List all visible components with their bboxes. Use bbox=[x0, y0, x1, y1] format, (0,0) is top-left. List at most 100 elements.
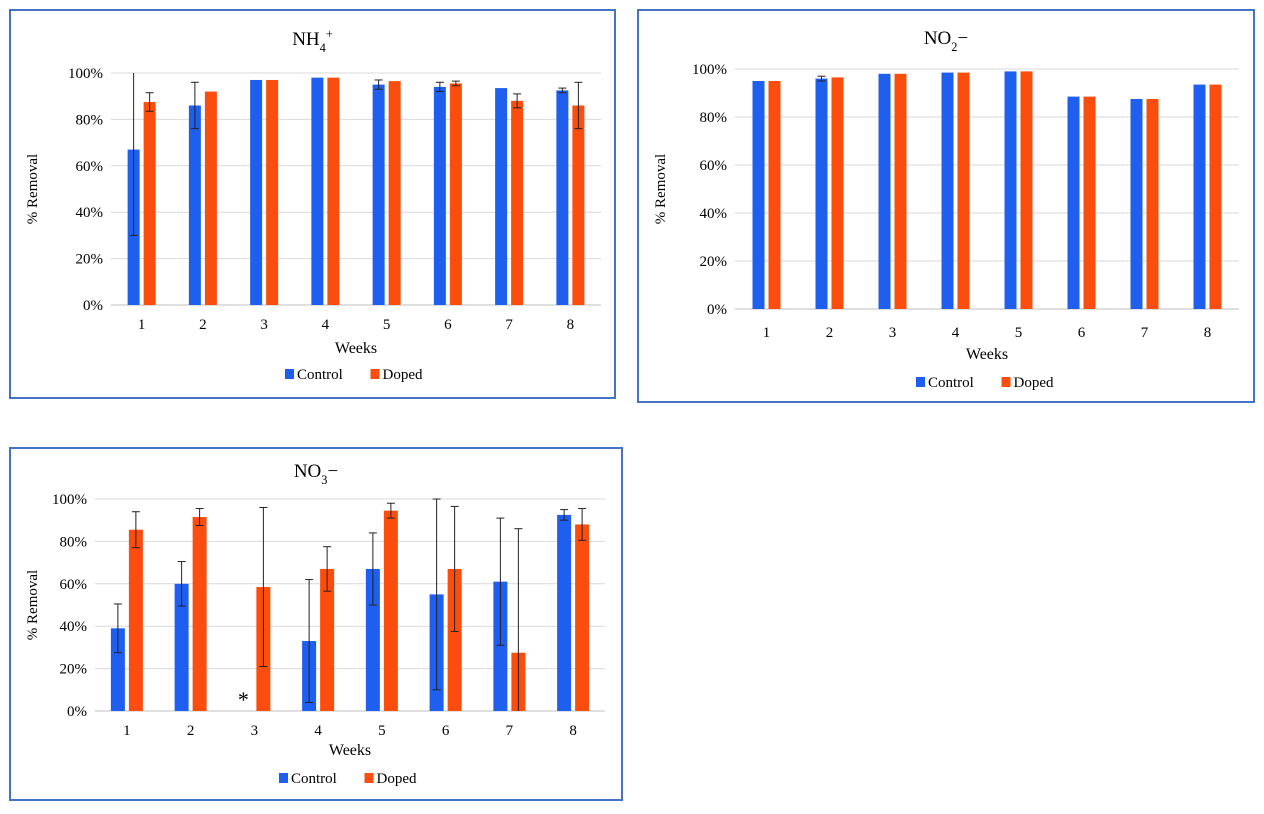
no3-chart: NO3− 0% 20% 40% 60% 80% 100% % Removal 1 2 3 4 5 6 7 8 *… bbox=[25, 461, 605, 787]
no2-y-tick-label: 0% bbox=[707, 302, 727, 318]
no3-y-tick-label: 100% bbox=[52, 492, 87, 508]
nh4-x-tick-label: 8 bbox=[567, 317, 575, 333]
no3-x-tick-label: 8 bbox=[569, 723, 577, 739]
no2-bar-doped bbox=[1020, 71, 1033, 310]
nh4-bar-control bbox=[250, 79, 263, 306]
no2-bar-control bbox=[878, 73, 891, 309]
nh4-bar-control bbox=[188, 105, 201, 305]
no3-bar-control bbox=[174, 583, 189, 711]
no3-x-axis-label: Weeks bbox=[329, 742, 371, 759]
no3-chart-panel: NO3− 0% 20% 40% 60% 80% 100% % Removal 1 2 3 4 5 6 7 8 *… bbox=[9, 447, 623, 801]
nh4-legend-label-doped: Doped bbox=[383, 367, 423, 383]
no3-x-tick-label: 7 bbox=[506, 723, 514, 739]
nh4-x-tick-label: 3 bbox=[260, 317, 268, 333]
no3-legend-swatch-control bbox=[279, 773, 288, 783]
no3-legend-label-doped: Doped bbox=[377, 771, 417, 787]
nh4-bar-doped bbox=[388, 81, 401, 306]
no3-bar-doped bbox=[192, 517, 207, 711]
no2-y-tick-label: 40% bbox=[700, 206, 728, 222]
nh4-legend-swatch-control bbox=[285, 369, 294, 379]
no2-bar-control bbox=[815, 78, 828, 309]
no2-legend-label-control: Control bbox=[928, 375, 974, 391]
no3-x-tick-label: 2 bbox=[187, 723, 195, 739]
nh4-bar-doped bbox=[327, 77, 340, 305]
no3-bar-control bbox=[365, 568, 380, 711]
no2-x-tick-label: 3 bbox=[889, 325, 897, 341]
no3-legend-swatch-doped bbox=[364, 773, 374, 783]
nh4-bar-control bbox=[372, 84, 385, 305]
nh4-y-tick-label: 80% bbox=[76, 112, 104, 128]
no3-bar-doped bbox=[447, 568, 462, 711]
no2-legend-label-doped: Doped bbox=[1014, 375, 1054, 391]
no2-bar-doped bbox=[1209, 84, 1222, 309]
no2-chart-panel: NO2− 0% 20% 40% 60% 80% 100% % Removal 1 2 3 4 5 6 7 8 W… bbox=[637, 9, 1255, 403]
nh4-x-tick-label: 1 bbox=[138, 317, 146, 333]
no2-chart-title: NO2− bbox=[924, 28, 968, 54]
no2-bar-doped bbox=[894, 73, 907, 309]
nh4-bar-doped bbox=[143, 102, 156, 305]
nh4-chart: NH4+ 0% 20% 40% 60% 80% 100% % Removal 1 2 3 4 5 6 7 8 W… bbox=[25, 27, 601, 383]
no2-bar-control bbox=[1004, 71, 1017, 310]
no2-bar-control bbox=[1067, 96, 1080, 309]
no3-bar-control bbox=[557, 514, 572, 711]
nh4-y-tick-label: 100% bbox=[68, 66, 103, 82]
no3-bar-control bbox=[110, 628, 125, 711]
nh4-bar-doped bbox=[449, 83, 462, 305]
no3-bar-doped bbox=[383, 510, 398, 711]
no3-x-tick-label: 3 bbox=[251, 723, 259, 739]
nh4-bar-doped bbox=[266, 79, 279, 306]
no2-y-tick-label: 80% bbox=[700, 110, 728, 126]
no2-bar-doped bbox=[1083, 96, 1096, 309]
nh4-bar-control bbox=[556, 90, 569, 306]
no3-bar-doped bbox=[320, 568, 335, 711]
nh4-x-tick-label: 5 bbox=[383, 317, 391, 333]
no3-y-tick-label: 0% bbox=[67, 704, 87, 720]
nh4-x-tick-label: 4 bbox=[322, 317, 330, 333]
no3-x-tick-label: 1 bbox=[123, 723, 131, 739]
no2-chart: NO2− 0% 20% 40% 60% 80% 100% % Removal 1 2 3 4 5 6 7 8 W… bbox=[653, 28, 1239, 391]
nh4-y-tick-label: 0% bbox=[83, 298, 103, 314]
no2-x-tick-label: 7 bbox=[1141, 325, 1149, 341]
no2-y-axis-label: % Removal bbox=[653, 154, 669, 224]
nh4-x-tick-label: 2 bbox=[199, 317, 207, 333]
nh4-x-axis-label: Weeks bbox=[335, 340, 377, 357]
nh4-bar-control bbox=[311, 77, 324, 305]
no2-y-tick-label: 20% bbox=[700, 254, 728, 270]
no2-bar-control bbox=[1193, 84, 1206, 309]
nh4-bar-control bbox=[433, 86, 446, 305]
nh4-bar-doped bbox=[572, 105, 585, 305]
no3-y-tick-label: 80% bbox=[60, 534, 88, 550]
nh4-y-axis-label: % Removal bbox=[25, 154, 41, 224]
no2-x-tick-label: 5 bbox=[1015, 325, 1023, 341]
no3-y-tick-label: 40% bbox=[60, 619, 88, 635]
no2-x-axis-label: Weeks bbox=[966, 346, 1008, 363]
nh4-chart-panel: NH4+ 0% 20% 40% 60% 80% 100% % Removal 1 2 3 4 5 6 7 8 W… bbox=[9, 9, 616, 399]
nh4-x-tick-label: 6 bbox=[444, 317, 452, 333]
nh4-legend-label-control: Control bbox=[297, 367, 343, 383]
no2-x-tick-label: 8 bbox=[1204, 325, 1212, 341]
no3-chart-title: NO3− bbox=[294, 461, 338, 487]
no2-x-tick-label: 6 bbox=[1078, 325, 1086, 341]
no3-x-tick-label: 4 bbox=[314, 723, 322, 739]
no3-bar-doped bbox=[128, 529, 143, 711]
nh4-y-tick-label: 40% bbox=[76, 205, 104, 221]
nh4-y-tick-label: 20% bbox=[76, 252, 104, 268]
no3-bar-control bbox=[493, 581, 508, 711]
no3-y-axis-label: % Removal bbox=[25, 570, 41, 640]
no2-bar-doped bbox=[768, 81, 781, 309]
no2-y-tick-label: 60% bbox=[700, 158, 728, 174]
no2-legend-swatch-doped bbox=[1001, 377, 1011, 387]
nh4-chart-title: NH4+ bbox=[292, 27, 333, 55]
no2-bar-doped bbox=[1146, 99, 1159, 309]
no2-legend-swatch-control bbox=[916, 377, 925, 387]
no3-y-tick-label: 60% bbox=[60, 577, 88, 593]
no3-annotation: * bbox=[238, 687, 249, 712]
no2-x-tick-label: 1 bbox=[763, 325, 771, 341]
nh4-bar-doped bbox=[511, 100, 524, 305]
no2-y-tick-label: 100% bbox=[692, 62, 727, 78]
no3-x-tick-label: 6 bbox=[442, 723, 450, 739]
nh4-bar-doped bbox=[204, 91, 217, 305]
nh4-bar-control bbox=[495, 88, 508, 305]
no2-x-tick-label: 2 bbox=[826, 325, 834, 341]
no2-x-tick-label: 4 bbox=[952, 325, 960, 341]
